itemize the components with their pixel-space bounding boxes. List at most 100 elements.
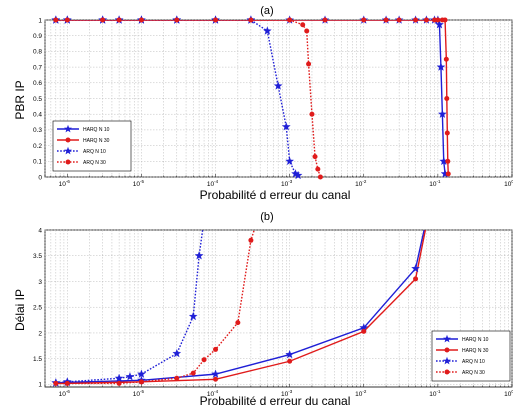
panel-a-ytick-label: 0.4 [33,112,42,119]
panel-b-data-point [285,349,295,359]
panel-a-title: (a) [260,5,273,17]
panel-a-legend-label: HARQ N 10 [83,127,110,133]
panel-a-ytick-label: 0 [38,174,42,181]
panel-a-series-line [55,20,446,174]
panel-a-ytick-label: 0.9 [33,33,42,40]
panel-b-data-point [413,276,419,282]
panel-a-data-point [174,17,180,23]
panel-b-xlabel: Probabilité d erreur du canal [200,394,351,408]
panel-b-xtick-label: 100 [504,389,513,398]
panel-b-legend-label: HARQ N 30 [462,348,489,354]
panel-b-legend-marker [443,334,451,343]
panel-b-plot-area [44,229,513,388]
panel-b-series-line [55,230,425,384]
panel-a-legend-label: ARQ N 10 [83,149,106,155]
panel-b-legend-marker [444,369,450,375]
panel-a-data-point [262,26,272,35]
panel-a-data-point [423,17,429,23]
panel-a-ytick-label: 1 [38,17,42,24]
panel-a-legend-marker [64,124,72,133]
panel-a-data-point [315,166,321,172]
panel-b-grid [44,229,513,387]
panel-a-xlabel: Probabilité d erreur du canal [200,188,351,202]
panel-a-data-point [445,171,451,177]
panel-b-ytick-label: 3 [38,279,42,286]
panel-a-data-point [213,17,219,23]
panel-a-xtick-label: 10-4 [207,179,219,188]
panel-a-legend-marker [64,146,72,155]
panel-a-data-point [293,170,303,180]
panel-b-xtick-label: 10-5 [133,389,145,398]
panel-a-series-line [55,20,322,177]
panel-b-data-point [116,380,122,386]
panel-a-ytick-label: 0.6 [33,80,42,87]
panel-b-data-point [211,369,220,378]
panel-b-data-point [138,379,144,385]
panel-a-ytick-label: 0.8 [33,49,42,56]
panel-a-legend-marker [65,159,71,165]
panel-b-ytick-label: 1 [38,382,42,389]
panel-a-xtick-label: 10-1 [429,179,441,188]
panel-b-data-point [125,372,135,381]
panel-a-data-point [396,17,402,23]
panel-a-data-point [100,17,106,23]
panel-b-data-point [361,328,367,334]
panel-a-ytick-label: 0.5 [33,96,42,103]
panel-a-data-point [444,130,450,136]
panel-a-data-point [281,122,291,131]
panel-a-data-point [437,109,447,118]
panel-b-legend-label: HARQ N 10 [462,337,489,343]
panel-b: (b) 1 1.5 2 2.5 3 3.5 4 10-6 10-5 10-4 10-3 10-2 10-… [13,211,513,408]
panel-b-data-point [174,375,180,381]
panel-a-xtick-label: 100 [504,179,513,188]
panel-a: (a) 0 0.1 0.2 0.3 0.4 0.5 0.6 0.7 0.8 0.9 1 10-6 10-… [13,5,513,202]
panel-a-ticks: 0 0.1 0.2 0.3 0.4 0.5 0.6 0.7 0.8 0.9 1 10-6 10-5 10-… [33,17,513,188]
panel-a-xtick-label: 10-2 [355,179,367,188]
panel-a-data-point [273,81,283,90]
panel-a-xtick-label: 10-5 [133,179,145,188]
panel-b-series-line [55,230,204,384]
panel-b-ytick-label: 1.5 [33,356,42,363]
panel-b-data-point [64,380,70,386]
panel-a-data-point [383,17,389,23]
panel-b-data-point [411,263,420,273]
panel-b-data-point [235,320,241,326]
panel-a-data-point [445,158,451,164]
panel-a-ytick-label: 0.3 [33,127,42,134]
panel-b-title: (b) [260,211,273,223]
panel-b-lines [55,230,427,385]
panel-b-xtick-label: 10-3 [281,389,293,398]
panel-a-data-point [309,111,315,117]
panel-b-data-point [213,346,219,352]
panel-b-data-point [213,376,219,382]
panel-b-legend-label: ARQ N 30 [462,370,485,376]
panel-a-data-point [444,96,450,101]
panel-b-xtick-label: 10-1 [429,389,441,398]
panel-a-legend-label: HARQ N 30 [83,138,110,144]
panel-a-ytick-label: 0.1 [33,159,42,166]
panel-b-data-point [190,370,196,376]
panel-b-ytick-label: 3.5 [33,253,42,260]
panel-b-data-point [287,358,293,364]
panel-b-ytick-label: 2.5 [33,305,42,312]
panel-b-legend-marker [443,356,451,365]
panel-a-data-point [53,17,59,23]
panel-a-data-point [248,17,254,23]
panel-a-data-point [413,17,419,23]
panel-a-data-point [312,154,318,160]
panel-b-data-point [188,311,198,321]
panel-b-legend: HARQ N 10 HARQ N 30 ARQ N 10 ARQ N 30 [431,330,511,382]
panel-a-data-point [287,17,293,23]
panel-a-data-point [435,17,441,23]
panel-b-ytick-label: 2 [38,330,42,337]
panel-a-series [51,15,451,180]
panel-a-data-point [317,174,323,180]
panel-a-data-point [116,17,122,23]
panel-b-series-line [55,230,255,385]
panel-b-data-point [248,237,254,243]
panel-b-series [51,230,427,387]
panel-b-data-point [137,369,146,378]
panel-a-ytick-label: 0.2 [33,143,42,150]
panel-a-lines [55,20,449,177]
